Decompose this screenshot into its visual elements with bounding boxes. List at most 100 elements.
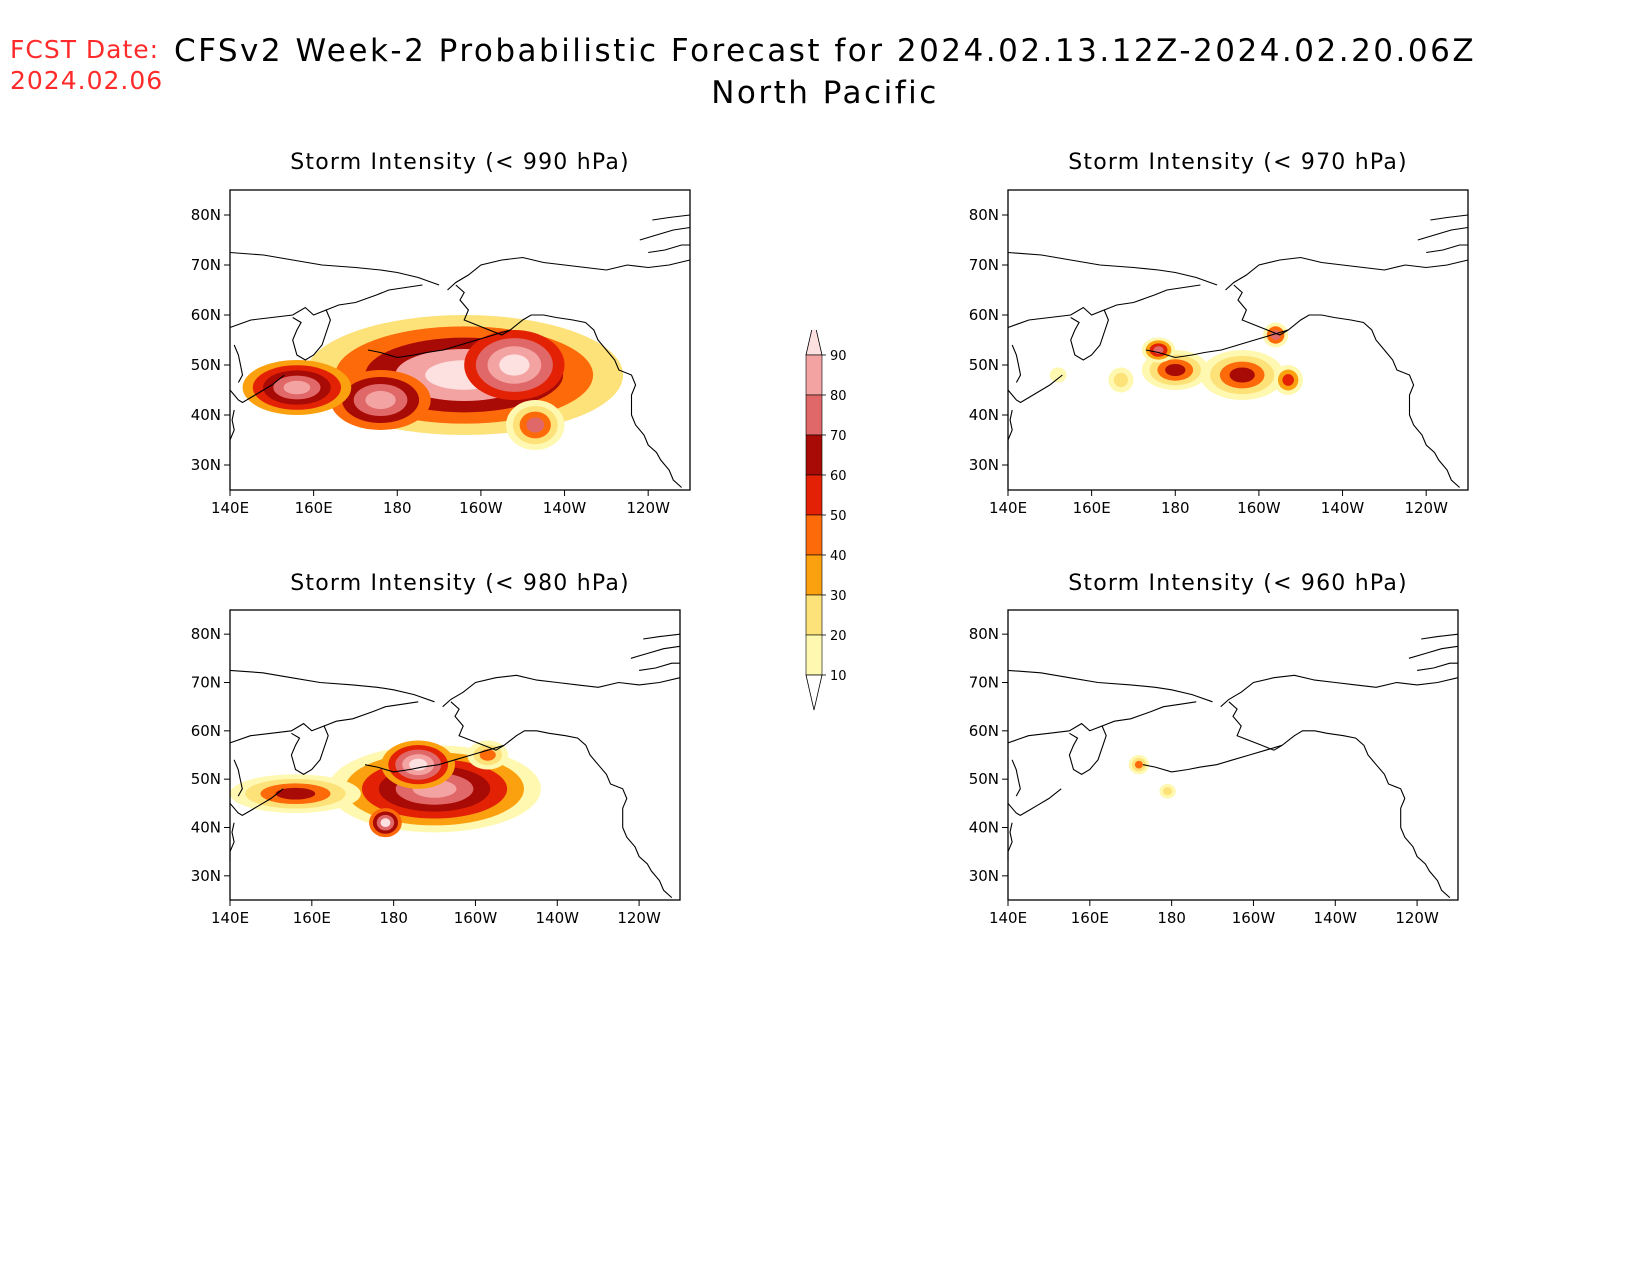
lat-tick-label: 40N [969, 819, 999, 837]
lat-tick-label: 80N [191, 625, 221, 643]
forecast-date-value: 2024.02.06 [10, 66, 164, 95]
map-panel-960: 140E 160E 180 160W 140W 120W 80N 70N 60N 50N 40N 30… [969, 609, 1459, 927]
lon-tick-label: 140W [536, 909, 580, 927]
coastline-chukotka [325, 284, 423, 311]
lon-tick-label: 120W [617, 909, 661, 927]
colorbar-cap-bottom [805, 674, 823, 711]
coastline-sakhalin [1011, 344, 1022, 383]
coastline-chukotka [323, 701, 419, 727]
probability-shading [230, 740, 541, 838]
coastline-arctic-islands [1421, 633, 1459, 640]
lon-tick-label: 180 [379, 909, 408, 927]
lon-tick-label: 140E [211, 909, 249, 927]
forecast-date-label: FCST Date: [10, 35, 160, 64]
map-frame [229, 189, 691, 491]
lat-tick-label: 70N [969, 256, 999, 274]
coastline-north-america [450, 701, 673, 899]
probability-contour [365, 390, 396, 410]
colorbar-label: 10 [830, 669, 847, 684]
coastline-north-america [455, 284, 682, 488]
colorbar-box [805, 474, 823, 516]
probability-contour [1049, 367, 1067, 383]
lat-tick-label: 30N [969, 867, 999, 885]
probability-contour [499, 354, 530, 376]
main-title: CFSv2 Week-2 Probabilistic Forecast for … [0, 30, 1650, 114]
coastline-kurils [1007, 788, 1062, 817]
coastline-kamchatka [1007, 722, 1107, 775]
colorbar-label: 70 [830, 429, 847, 444]
probability-contour [409, 758, 428, 771]
lon-tick-label: 160W [1237, 499, 1281, 517]
lat-tick-label: 70N [191, 256, 221, 274]
coastline-arctic-islands [648, 244, 690, 254]
lat-tick-label: 50N [969, 770, 999, 788]
lon-tick-label: 140W [1314, 909, 1358, 927]
lat-tick-label: 60N [191, 306, 221, 324]
colorbar-box [805, 514, 823, 556]
panel-title-980: Storm Intensity (< 980 hPa) [290, 571, 630, 596]
lon-tick-label: 120W [1404, 499, 1448, 517]
panel-title-970: Storm Intensity (< 970 hPa) [1068, 150, 1408, 175]
coastline-kurils [229, 374, 285, 404]
coastline-chukotka [1103, 284, 1201, 311]
coastline-siberia [1007, 251, 1218, 286]
coastline-sakhalin [233, 759, 243, 797]
colorbar-label: 50 [830, 509, 847, 524]
lat-tick-label: 60N [191, 722, 221, 740]
coastline-alaska-north [447, 256, 691, 291]
lat-tick-label: 60N [969, 722, 999, 740]
probability-contour [380, 818, 391, 828]
lat-tick-label: 60N [969, 306, 999, 324]
lon-tick-label: 140W [1321, 499, 1365, 517]
colorbar-box [805, 634, 823, 676]
probability-contour [1229, 367, 1255, 383]
coastline-kurils [229, 788, 284, 817]
colorbar-label: 60 [830, 469, 847, 484]
lon-tick-label: 160W [1232, 909, 1276, 927]
map-panel-980: 140E 160E 180 160W 140W 120W 80N 70N 60N 50N 40N 30… [191, 609, 681, 927]
lon-tick-label: 180 [383, 499, 412, 517]
probability-shading [1128, 755, 1176, 799]
probability-contour [1134, 760, 1143, 769]
lat-tick-label: 40N [191, 406, 221, 424]
coastline-kurils [1007, 374, 1063, 404]
coastline-north-america [1228, 701, 1451, 899]
coastline-aleutians [1145, 329, 1289, 359]
coastline-alaska-north [442, 674, 681, 708]
lon-tick-label: 160E [1073, 499, 1111, 517]
forecast-date: FCST Date: 2024.02.06 [10, 34, 163, 96]
lon-tick-label: 160W [454, 909, 498, 927]
colorbar-box [805, 434, 823, 476]
coastline-north-america [1233, 284, 1460, 488]
lat-tick-label: 50N [191, 356, 221, 374]
coastline-sakhalin [1011, 759, 1021, 797]
map-frame [1007, 189, 1469, 491]
lat-tick-label: 80N [969, 625, 999, 643]
coastline-arctic-islands [652, 214, 691, 221]
lon-tick-label: 160E [1071, 909, 1109, 927]
coastline-arctic-islands [643, 633, 681, 640]
coastline-siberia [229, 251, 440, 286]
probability-contour [526, 417, 545, 433]
coastlines [229, 633, 681, 899]
lon-tick-label: 140E [211, 499, 249, 517]
lat-tick-label: 70N [191, 674, 221, 692]
map-panel-990: 140E 160E 180 160W 140W 120W 80N 70N 60N 50N 40N 30… [191, 189, 691, 517]
coastline-arctic-islands [1426, 244, 1468, 254]
map-frame [1007, 609, 1459, 901]
subtitle-region: North Pacific [711, 75, 939, 111]
map-panel-970: 140E 160E 180 160W 140W 120W 80N 70N 60N 50N 40N 30… [969, 189, 1469, 517]
lon-tick-label: 180 [1161, 499, 1190, 517]
lon-tick-label: 160E [293, 909, 331, 927]
coastline-aleutians [367, 329, 511, 359]
probability-contour [479, 749, 496, 761]
lon-tick-label: 120W [1395, 909, 1439, 927]
lon-tick-label: 120W [626, 499, 670, 517]
probability-contour [283, 380, 311, 395]
lon-tick-label: 140W [543, 499, 587, 517]
colorbar: 10 20 30 40 50 60 70 80 90 [805, 330, 847, 711]
coastline-kamchatka [229, 722, 329, 775]
lon-tick-label: 140E [989, 499, 1027, 517]
lon-tick-label: 160W [459, 499, 503, 517]
colorbar-box [805, 594, 823, 636]
